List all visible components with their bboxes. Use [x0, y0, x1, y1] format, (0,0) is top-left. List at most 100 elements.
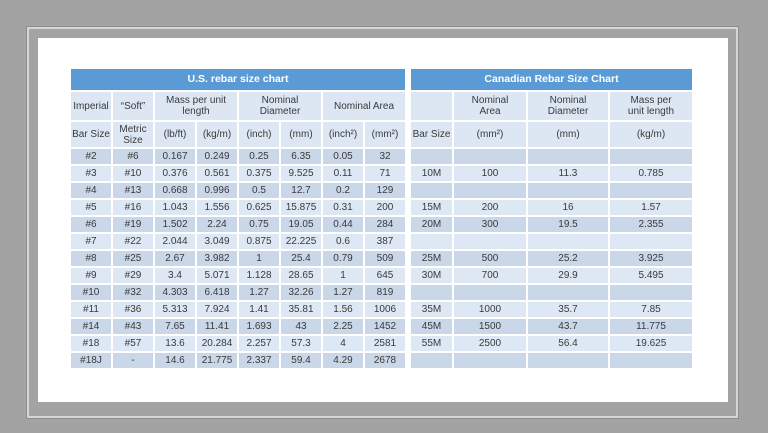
ca-data-cell — [610, 183, 692, 198]
us-data-cell: #6 — [71, 217, 111, 232]
us-data-cell: 1 — [239, 251, 279, 266]
ca-data-cell: 1000 — [454, 302, 526, 317]
us-data-cell: 5.313 — [155, 302, 195, 317]
us-subheader-inch2: (inch²) — [323, 122, 363, 147]
ca-data-cell — [454, 183, 526, 198]
us-data-cell: 28.65 — [281, 268, 321, 283]
ca-data-cell — [411, 234, 452, 249]
table-row: #10 #32 4.303 6.418 1.27 32.26 1.27 819 — [71, 285, 692, 300]
us-data-cell: 19.05 — [281, 217, 321, 232]
table-gap — [407, 251, 409, 266]
ca-subheader-kgm: (kg/m) — [610, 122, 692, 147]
us-header-mass-per-unit-length: Mass per unit length — [155, 92, 237, 120]
us-data-cell: 0.75 — [239, 217, 279, 232]
us-data-cell: #5 — [71, 200, 111, 215]
us-data-cell: #16 — [113, 200, 153, 215]
us-data-cell: 21.775 — [197, 353, 237, 368]
us-data-cell: 11.41 — [197, 319, 237, 334]
ca-subheader-bar-size: Bar Size — [411, 122, 452, 147]
table-gap — [407, 122, 409, 147]
table-row: #14 #43 7.65 11.41 1.693 43 2.25 1452 45M 1500 43.… — [71, 319, 692, 334]
table-gap — [407, 319, 409, 334]
ca-data-cell — [610, 353, 692, 368]
us-data-cell: 509 — [365, 251, 405, 266]
us-data-cell: 2.25 — [323, 319, 363, 334]
us-data-cell: 6.418 — [197, 285, 237, 300]
table-gap — [407, 268, 409, 283]
us-data-cell: 2.67 — [155, 251, 195, 266]
table-gap — [407, 149, 409, 164]
us-header-nominal-area: Nominal Area — [323, 92, 405, 120]
us-data-cell: #7 — [71, 234, 111, 249]
us-data-cell: 1.56 — [323, 302, 363, 317]
ca-data-cell — [528, 149, 608, 164]
table-row: #9 #29 3.4 5.071 1.128 28.65 1 645 30M 700 29.9 5.4… — [71, 268, 692, 283]
us-data-cell: 0.875 — [239, 234, 279, 249]
table-row: #18J -14.6 21.775 2.337 59.4 4.29 2678 — [71, 353, 692, 368]
us-data-cell: #4 — [71, 183, 111, 198]
us-data-cell: 0.31 — [323, 200, 363, 215]
table-row: #2 #6 0.167 0.249 0.25 6.35 0.05 32 — [71, 149, 692, 164]
us-data-cell: 1.556 — [197, 200, 237, 215]
us-data-cell: 1452 — [365, 319, 405, 334]
us-data-cell: #2 — [71, 149, 111, 164]
table-gap — [407, 166, 409, 181]
unit-header-row: Bar Size Metric Size (lb/ft) (kg/m) (inc… — [71, 122, 692, 147]
us-data-cell: 1.128 — [239, 268, 279, 283]
us-data-cell: 0.2 — [323, 183, 363, 198]
us-data-cell: #9 — [71, 268, 111, 283]
us-data-cell: 2678 — [365, 353, 405, 368]
us-data-cell: #8 — [71, 251, 111, 266]
ca-data-cell: 100 — [454, 166, 526, 181]
ca-data-cell: 0.785 — [610, 166, 692, 181]
table-gap — [407, 302, 409, 317]
ca-data-cell — [454, 234, 526, 249]
table-row: #8 #25 2.67 3.982 1 25.4 0.79 509 25M 500 25.2 3.92… — [71, 251, 692, 266]
us-data-cell: 32 — [365, 149, 405, 164]
ca-chart-title: Canadian Rebar Size Chart — [411, 69, 692, 90]
us-data-cell: 819 — [365, 285, 405, 300]
table-row: #18 #57 13.6 20.284 2.257 57.3 4 2581 55M 2500 56.… — [71, 336, 692, 351]
ca-data-cell: 55M — [411, 336, 452, 351]
us-data-cell: 645 — [365, 268, 405, 283]
us-data-cell: 2.337 — [239, 353, 279, 368]
ca-data-cell: 300 — [454, 217, 526, 232]
ca-data-cell: 10M — [411, 166, 452, 181]
ca-data-cell: 20M — [411, 217, 452, 232]
us-data-cell: #36 — [113, 302, 153, 317]
ca-data-cell — [411, 353, 452, 368]
us-data-cell: 1.502 — [155, 217, 195, 232]
us-data-cell: 3.049 — [197, 234, 237, 249]
us-data-cell: 1006 — [365, 302, 405, 317]
us-data-cell: 1.693 — [239, 319, 279, 334]
us-data-cell: 0.5 — [239, 183, 279, 198]
ca-data-cell — [610, 149, 692, 164]
us-data-cell: 0.375 — [239, 166, 279, 181]
ca-data-cell: 30M — [411, 268, 452, 283]
us-data-cell: 20.284 — [197, 336, 237, 351]
us-data-cell: 2.24 — [197, 217, 237, 232]
us-data-cell: 129 — [365, 183, 405, 198]
ca-data-cell: 25M — [411, 251, 452, 266]
us-data-cell: #14 — [71, 319, 111, 334]
ca-data-cell — [528, 234, 608, 249]
ca-data-cell: 25.2 — [528, 251, 608, 266]
us-data-cell: 1.27 — [239, 285, 279, 300]
table-gap — [407, 217, 409, 232]
ca-data-cell — [454, 149, 526, 164]
table-gap — [407, 92, 409, 120]
ca-data-cell — [610, 285, 692, 300]
table-row: #11 #36 5.313 7.924 1.41 35.81 1.56 1006 35M 1000… — [71, 302, 692, 317]
us-data-cell: #19 — [113, 217, 153, 232]
us-data-cell: 59.4 — [281, 353, 321, 368]
table-gap — [407, 336, 409, 351]
us-data-cell: 32.26 — [281, 285, 321, 300]
group-header-row: Imperial “Soft” Mass per unit length Nom… — [71, 92, 692, 120]
ca-data-cell — [528, 353, 608, 368]
us-subheader-mm2: (mm²) — [365, 122, 405, 147]
us-data-cell: #29 — [113, 268, 153, 283]
ca-data-cell: 19.5 — [528, 217, 608, 232]
us-data-cell: 15.875 — [281, 200, 321, 215]
us-data-cell: 0.05 — [323, 149, 363, 164]
us-data-cell: 0.11 — [323, 166, 363, 181]
